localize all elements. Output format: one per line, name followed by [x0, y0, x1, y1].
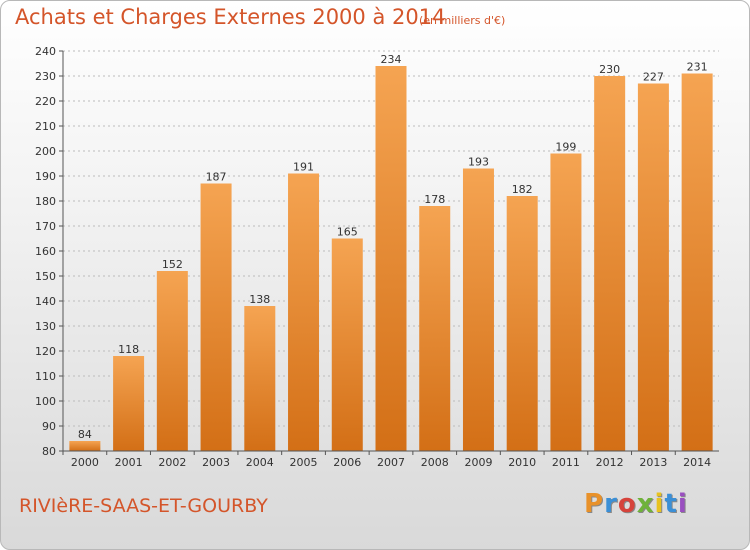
y-tick-label: 130 [35, 320, 56, 333]
x-tick-label: 2012 [596, 456, 624, 469]
proxiti-logo[interactable]: Proxiti [584, 489, 688, 519]
value-label: 187 [206, 171, 227, 184]
value-label: 182 [512, 183, 533, 196]
bar-2011 [550, 153, 582, 451]
value-label: 193 [468, 156, 489, 169]
value-label: 118 [118, 343, 139, 356]
logo-letter: r [604, 489, 618, 519]
x-tick-label: 2007 [377, 456, 405, 469]
value-label: 230 [599, 63, 620, 76]
logo-letter: P [584, 489, 605, 519]
y-tick-label: 120 [35, 345, 56, 358]
bars: 84 118 152 187 138 191 165 234 178 193 182 199 230 22… [69, 53, 713, 451]
bar-2014 [681, 73, 713, 451]
y-tick-label: 160 [35, 245, 56, 258]
value-label: 227 [643, 71, 664, 84]
y-tick-label: 220 [35, 95, 56, 108]
bar-2009 [462, 168, 494, 451]
bar-2005 [288, 173, 320, 451]
y-tick-label: 100 [35, 395, 56, 408]
x-tick-label: 2013 [639, 456, 667, 469]
x-tick-label: 2009 [464, 456, 492, 469]
y-tick-label: 180 [35, 195, 56, 208]
bar-2006 [331, 238, 363, 451]
value-label: 152 [162, 258, 183, 271]
bar-2008 [419, 206, 451, 451]
x-tick-label: 2000 [71, 456, 99, 469]
value-label: 191 [293, 161, 314, 174]
y-tick-label: 80 [42, 445, 56, 458]
y-tick-label: 90 [42, 420, 56, 433]
value-label: 199 [555, 141, 576, 154]
y-tick-label: 210 [35, 120, 56, 133]
x-tick-label: 2005 [290, 456, 318, 469]
y-tick-label: 190 [35, 170, 56, 183]
commune-name: RIVIèRE-SAAS-ET-GOURBY [19, 495, 268, 517]
logo-letter: x [636, 489, 655, 519]
logo-letter: t [664, 489, 678, 519]
logo-letter: i [677, 489, 688, 519]
x-tick-label: 2010 [508, 456, 536, 469]
value-label: 165 [337, 226, 358, 239]
y-tick-label: 170 [35, 220, 56, 233]
x-tick-label: 2011 [552, 456, 580, 469]
logo-letter: o [617, 489, 637, 519]
x-tick-label: 2001 [115, 456, 143, 469]
value-label: 138 [249, 293, 270, 306]
bar-2007 [375, 66, 407, 451]
bar-2003 [200, 183, 232, 451]
y-tick-label: 240 [35, 45, 56, 58]
chart-unit: (en milliers d'€) [419, 14, 506, 27]
value-label: 178 [424, 193, 445, 206]
x-tick-label: 2006 [333, 456, 361, 469]
y-tick-label: 150 [35, 270, 56, 283]
axes: 80 90 100 110 120 130 140 150 160 170 180 190 200 210… [35, 45, 719, 469]
bar-2001 [113, 356, 145, 451]
bar-2000 [69, 441, 101, 451]
bar-2013 [637, 83, 669, 451]
x-tick-label: 2002 [158, 456, 186, 469]
bar-2004 [244, 306, 276, 451]
y-tick-label: 140 [35, 295, 56, 308]
logo-letter: i [654, 489, 665, 519]
value-label: 234 [381, 53, 402, 66]
y-tick-label: 200 [35, 145, 56, 158]
bar-2010 [506, 196, 538, 451]
bar-2002 [156, 271, 188, 451]
x-tick-label: 2014 [683, 456, 711, 469]
chart-title: Achats et Charges Externes 2000 à 2014 [15, 5, 446, 29]
y-tick-label: 230 [35, 70, 56, 83]
value-label: 231 [687, 61, 708, 74]
bar-2012 [594, 76, 626, 451]
x-tick-label: 2004 [246, 456, 274, 469]
y-tick-label: 110 [35, 370, 56, 383]
value-label: 84 [78, 428, 92, 441]
x-tick-label: 2008 [421, 456, 449, 469]
x-tick-label: 2003 [202, 456, 230, 469]
